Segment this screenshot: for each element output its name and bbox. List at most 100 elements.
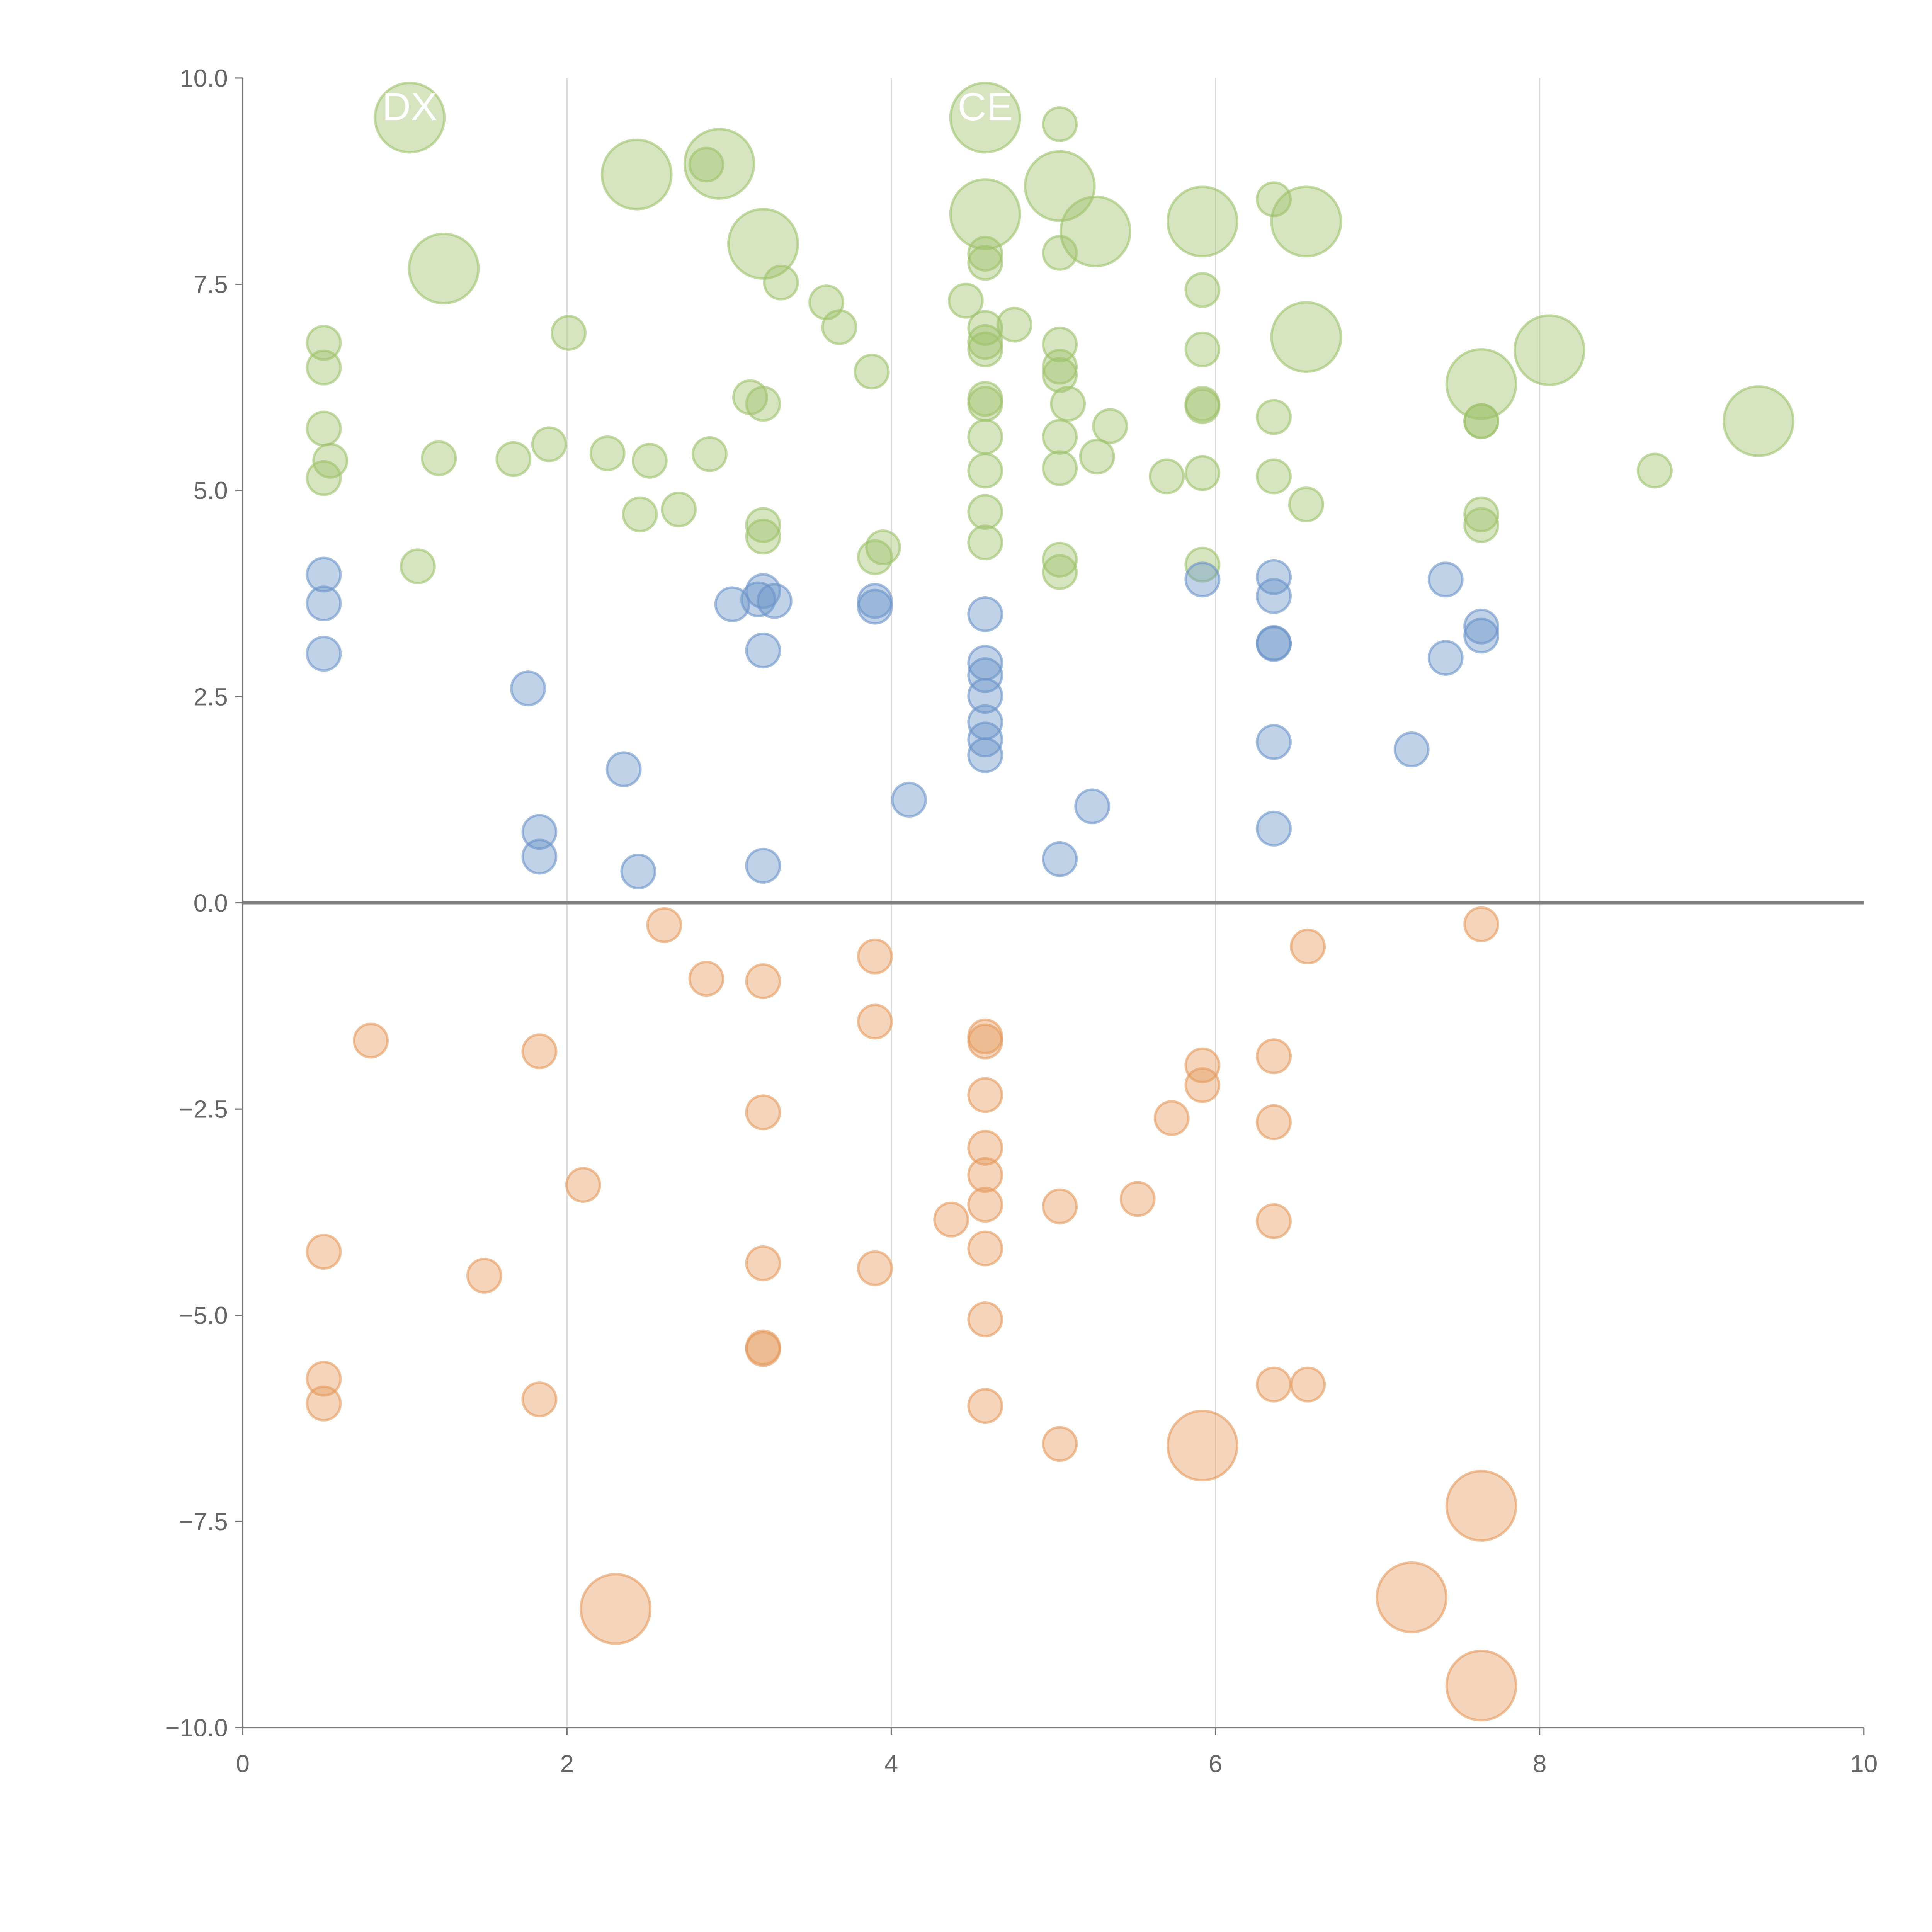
data-point-orange bbox=[967, 1157, 1003, 1193]
data-point-orange bbox=[1463, 906, 1500, 942]
data-point-green bbox=[1042, 235, 1078, 271]
data-point-green bbox=[661, 491, 697, 527]
data-point-orange bbox=[1184, 1047, 1221, 1083]
data-point-orange bbox=[745, 1094, 781, 1131]
data-point-green bbox=[421, 440, 457, 476]
data-point-blue bbox=[745, 573, 781, 609]
data-point-orange bbox=[857, 1003, 893, 1040]
data-point-blue bbox=[1256, 724, 1292, 760]
data-point-green bbox=[306, 410, 342, 447]
data-point-blue bbox=[1042, 841, 1078, 877]
data-point-green bbox=[374, 82, 446, 154]
data-point-orange bbox=[1445, 1650, 1517, 1722]
data-point-green bbox=[1445, 348, 1517, 420]
data-point-orange bbox=[646, 907, 682, 943]
data-point-green bbox=[996, 306, 1032, 343]
data-point-green bbox=[1042, 357, 1078, 393]
data-point-blue bbox=[756, 583, 793, 619]
data-point-blue bbox=[1256, 559, 1292, 595]
data-point-orange bbox=[933, 1201, 969, 1238]
data-point-orange bbox=[1256, 1104, 1292, 1140]
data-point-green bbox=[1463, 507, 1500, 543]
data-point-green bbox=[967, 419, 1003, 455]
data-point-green bbox=[551, 315, 587, 351]
data-point-green bbox=[1166, 185, 1238, 258]
data-point-blue bbox=[1393, 731, 1430, 767]
data-point-blue bbox=[1256, 578, 1292, 614]
data-point-orange bbox=[967, 1388, 1003, 1424]
data-point-green bbox=[967, 524, 1003, 561]
data-point-blue bbox=[891, 782, 927, 818]
data-point-green bbox=[821, 309, 857, 345]
data-point-orange bbox=[1042, 1188, 1078, 1225]
data-point-green bbox=[1042, 419, 1078, 455]
data-point-green bbox=[949, 82, 1021, 154]
x-tick-label: 2 bbox=[560, 1750, 574, 1778]
data-point-orange bbox=[1153, 1100, 1190, 1136]
y-tick-label: 0.0 bbox=[194, 889, 228, 917]
data-point-orange bbox=[1184, 1067, 1221, 1103]
data-point-green bbox=[1042, 106, 1078, 142]
data-point-blue bbox=[1427, 561, 1464, 598]
data-point-blue bbox=[967, 596, 1003, 632]
x-tick-label: 10 bbox=[1850, 1750, 1878, 1778]
data-point-green bbox=[1184, 331, 1221, 367]
data-point-green bbox=[1256, 399, 1292, 435]
data-point-orange bbox=[1290, 1366, 1326, 1403]
data-point-green bbox=[1256, 458, 1292, 495]
y-tick-label: 2.5 bbox=[194, 683, 228, 711]
data-point-green bbox=[1042, 450, 1078, 486]
data-points bbox=[306, 82, 1794, 1722]
data-point-green bbox=[745, 386, 781, 422]
data-point-orange bbox=[745, 1331, 781, 1367]
data-point-blue bbox=[1463, 617, 1500, 654]
data-point-green bbox=[1184, 455, 1221, 491]
y-tick-label: −5.0 bbox=[179, 1301, 228, 1329]
data-point-green bbox=[1060, 196, 1131, 267]
data-point-green bbox=[967, 452, 1003, 489]
data-point-orange bbox=[466, 1257, 502, 1294]
data-point-blue bbox=[1427, 640, 1464, 676]
data-point-green bbox=[1288, 486, 1324, 522]
data-point-blue bbox=[967, 737, 1003, 773]
data-point-orange bbox=[306, 1234, 342, 1270]
data-point-green bbox=[688, 146, 724, 183]
annotations: DX CE bbox=[382, 84, 1013, 129]
data-point-orange bbox=[306, 1361, 342, 1397]
data-point-orange bbox=[967, 1187, 1003, 1223]
data-point-orange bbox=[967, 1230, 1003, 1267]
data-point-green bbox=[589, 435, 626, 471]
data-point-green bbox=[400, 548, 436, 585]
data-point-blue bbox=[1074, 788, 1111, 825]
data-point-green bbox=[306, 460, 342, 496]
data-point-blue bbox=[745, 632, 781, 668]
data-point-blue bbox=[521, 838, 558, 875]
data-point-orange bbox=[565, 1167, 601, 1203]
data-point-blue bbox=[1184, 561, 1221, 598]
data-point-green bbox=[1513, 314, 1585, 386]
data-point-orange bbox=[353, 1022, 389, 1059]
data-point-green bbox=[622, 496, 658, 532]
y-tick-label: −2.5 bbox=[179, 1095, 228, 1123]
data-point-orange bbox=[967, 1023, 1003, 1060]
data-point-green bbox=[631, 442, 668, 479]
data-point-green bbox=[967, 245, 1003, 281]
y-tick-label: −10.0 bbox=[165, 1714, 228, 1742]
x-tick-label: 6 bbox=[1209, 1750, 1223, 1778]
data-point-green bbox=[1463, 403, 1500, 439]
data-point-green bbox=[1270, 301, 1342, 373]
data-point-orange bbox=[857, 1250, 893, 1286]
data-point-orange bbox=[967, 1130, 1003, 1166]
data-point-green bbox=[865, 529, 901, 565]
data-point-green bbox=[1042, 554, 1078, 590]
y-tick-label: 7.5 bbox=[194, 270, 228, 298]
data-point-green bbox=[1184, 272, 1221, 308]
data-point-blue bbox=[306, 585, 342, 622]
y-tick-label: 5.0 bbox=[194, 477, 228, 505]
data-point-orange bbox=[857, 938, 893, 975]
data-point-blue bbox=[1256, 626, 1292, 662]
data-point-orange bbox=[1166, 1410, 1238, 1482]
y-tick-label: 10.0 bbox=[180, 64, 228, 92]
data-point-green bbox=[1637, 452, 1673, 489]
